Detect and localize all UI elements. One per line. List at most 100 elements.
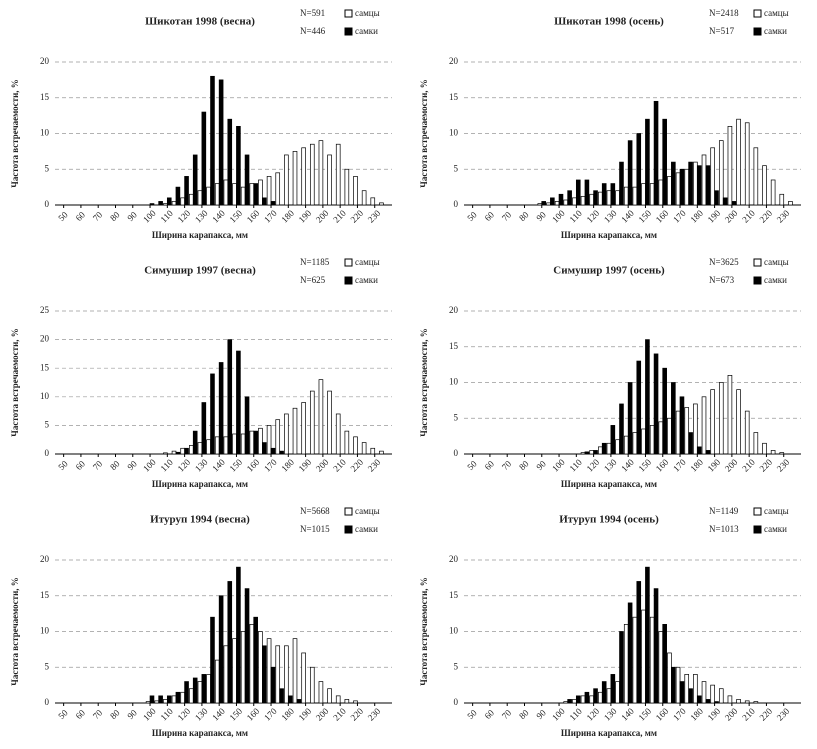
bar bbox=[210, 373, 215, 455]
bar bbox=[158, 695, 163, 704]
bar bbox=[249, 623, 255, 704]
bar bbox=[619, 631, 624, 704]
bar bbox=[184, 447, 189, 455]
y-tick-label: 20 bbox=[40, 56, 50, 66]
bar bbox=[279, 450, 284, 455]
bar bbox=[788, 201, 793, 206]
bar bbox=[301, 147, 306, 206]
x-tick-label: 160 bbox=[245, 208, 262, 225]
bar bbox=[214, 436, 220, 455]
bar bbox=[627, 382, 633, 455]
x-tick-label: 190 bbox=[706, 457, 723, 474]
y-axis-label: Частота встречаемости, % bbox=[10, 79, 20, 188]
legend-label: самцы bbox=[764, 506, 789, 516]
bar bbox=[370, 197, 376, 206]
x-tick-label: 160 bbox=[654, 706, 671, 723]
x-tick-label: 180 bbox=[688, 457, 705, 474]
y-tick-label: 10 bbox=[40, 626, 50, 636]
x-tick-label: 160 bbox=[654, 457, 671, 474]
x-tick-label: 60 bbox=[483, 707, 497, 721]
bar bbox=[705, 450, 711, 455]
bar bbox=[584, 179, 590, 206]
bar bbox=[175, 691, 181, 704]
x-tick-label: 230 bbox=[775, 208, 792, 225]
bar bbox=[546, 202, 551, 206]
bar bbox=[554, 201, 560, 206]
x-tick-label: 80 bbox=[517, 209, 531, 223]
bar bbox=[232, 433, 237, 455]
y-axis-label: Частота встречаемости, % bbox=[419, 577, 429, 686]
bar bbox=[192, 430, 198, 455]
x-tick-label: 80 bbox=[108, 707, 122, 721]
x-tick-label: 50 bbox=[465, 458, 479, 472]
bar bbox=[722, 197, 728, 206]
bar bbox=[731, 201, 737, 206]
x-tick-label: 190 bbox=[297, 208, 314, 225]
bar bbox=[327, 688, 332, 704]
x-tick-label: 170 bbox=[262, 457, 279, 474]
x-tick-label: 90 bbox=[534, 458, 548, 472]
bar bbox=[627, 602, 633, 704]
y-tick-label: 20 bbox=[449, 305, 459, 315]
legend-label: самцы bbox=[355, 8, 380, 18]
bar bbox=[645, 566, 650, 704]
bar bbox=[287, 695, 293, 704]
bar bbox=[244, 154, 250, 206]
bar bbox=[632, 616, 638, 704]
bar bbox=[197, 190, 203, 206]
x-tick-label: 200 bbox=[723, 457, 740, 474]
y-axis-label: Частота встречаемости, % bbox=[10, 577, 20, 686]
legend-label: самцы bbox=[764, 8, 789, 18]
x-tick-label: 160 bbox=[654, 208, 671, 225]
bar bbox=[275, 419, 281, 455]
y-tick-label: 5 bbox=[454, 163, 459, 173]
chart-panel: Итуруп 1994 (осень) N=1149 N=1013 самцы самк… bbox=[419, 506, 801, 738]
y-tick-label: 15 bbox=[40, 590, 50, 600]
bar bbox=[705, 165, 711, 206]
bar bbox=[779, 193, 785, 206]
x-tick-label: 220 bbox=[348, 457, 365, 474]
legend-swatch bbox=[344, 258, 353, 267]
x-tick-label: 130 bbox=[193, 208, 210, 225]
chart-title: Итуруп 1994 (весна) bbox=[150, 514, 250, 526]
bar bbox=[232, 638, 237, 704]
bar bbox=[770, 450, 776, 455]
x-tick-label: 200 bbox=[723, 706, 740, 723]
legend-swatch bbox=[753, 507, 762, 516]
bar bbox=[693, 161, 698, 206]
bar bbox=[249, 183, 255, 206]
x-tick-label: 200 bbox=[314, 706, 331, 723]
n-label: N=446 bbox=[300, 26, 326, 36]
bar bbox=[589, 695, 594, 704]
x-tick-label: 210 bbox=[331, 706, 348, 723]
bar bbox=[636, 133, 642, 206]
bar bbox=[627, 140, 633, 206]
legend-label: самцы bbox=[355, 506, 380, 516]
legend-swatch bbox=[344, 507, 353, 516]
y-tick-label: 5 bbox=[454, 661, 459, 671]
legend-swatch bbox=[344, 27, 353, 36]
bar bbox=[727, 374, 733, 455]
bar bbox=[206, 186, 211, 206]
bar bbox=[572, 699, 577, 704]
bar bbox=[653, 588, 659, 704]
bar bbox=[541, 201, 547, 206]
bar bbox=[563, 701, 569, 704]
x-tick-label: 110 bbox=[158, 706, 175, 723]
bar bbox=[744, 122, 750, 206]
y-tick-label: 10 bbox=[40, 128, 50, 138]
bar bbox=[662, 118, 667, 206]
chart-title: Шикотан 1998 (осень) bbox=[554, 16, 664, 28]
x-tick-label: 70 bbox=[500, 707, 514, 721]
bar bbox=[206, 674, 211, 704]
bar bbox=[688, 161, 693, 206]
x-tick-label: 210 bbox=[331, 208, 348, 225]
bar bbox=[736, 699, 741, 704]
chart-title: Шикотан 1998 (весна) bbox=[145, 16, 255, 28]
x-tick-label: 180 bbox=[688, 208, 705, 225]
x-tick-label: 210 bbox=[331, 457, 348, 474]
bar bbox=[615, 681, 620, 704]
bar bbox=[598, 691, 603, 704]
y-tick-label: 20 bbox=[449, 554, 459, 564]
y-tick-label: 15 bbox=[449, 92, 459, 102]
